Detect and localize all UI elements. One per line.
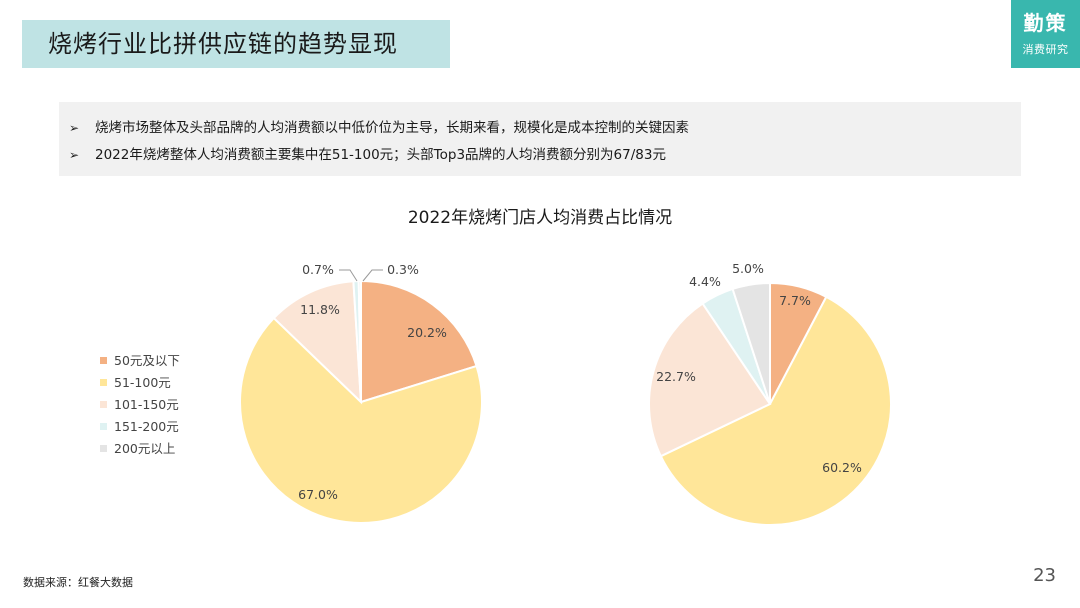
- legend-swatch: [100, 445, 107, 452]
- legend-item: 200元以上: [100, 438, 220, 460]
- chart-legend: 50元及以下 51-100元 101-150元 151-200元 200元以上: [100, 350, 220, 460]
- pie-slice: [648, 302, 772, 458]
- legend-item: 51-100元: [100, 372, 220, 394]
- legend-swatch: [100, 423, 107, 430]
- summary-bullet-2: ➢ 2022年烧烤整体人均消费额主要集中在51-100元；头部Top3品牌的人均消…: [69, 143, 666, 163]
- legend-swatch: [100, 379, 107, 386]
- pie-slice: [357, 279, 362, 403]
- page-number: 23: [1033, 565, 1056, 586]
- slice-data-label: 67.0%: [298, 487, 338, 502]
- slice-data-label: 0.3%: [387, 262, 419, 277]
- summary-bullet-2-text: 2022年烧烤整体人均消费额主要集中在51-100元；头部Top3品牌的人均消费…: [95, 147, 666, 163]
- brand-logo: 勤策 消费研究: [1011, 0, 1080, 68]
- summary-bullet-1: ➢ 烧烤市场整体及头部品牌的人均消费额以中低价位为主导，长期来看，规模化是成本控制…: [69, 116, 689, 136]
- pie-slice: [360, 279, 478, 404]
- pie-slice: [731, 281, 771, 405]
- slice-data-label: 22.7%: [656, 369, 696, 384]
- legend-label: 50元及以下: [114, 353, 180, 368]
- data-source-note: 数据来源：红餐大数据: [23, 576, 133, 589]
- legend-label: 51-100元: [114, 375, 171, 390]
- legend-item: 50元及以下: [100, 350, 220, 372]
- title-banner: 烧烤行业比拼供应链的趋势显现: [22, 20, 450, 68]
- arrow-bullet-icon: ➢: [69, 148, 80, 162]
- slice-data-label: 20.2%: [407, 325, 447, 340]
- slice-data-label: 4.4%: [689, 274, 721, 289]
- arrow-bullet-icon: ➢: [69, 121, 80, 135]
- legend-item: 151-200元: [100, 416, 220, 438]
- pie-slice: [239, 316, 483, 524]
- slice-data-label: 11.8%: [300, 302, 340, 317]
- legend-item: 101-150元: [100, 394, 220, 416]
- pie-chart-2: 7.7% 60.2% 22.7% 4.4% 5.0%: [648, 261, 892, 526]
- label-leader-line: [339, 269, 358, 282]
- legend-label: 200元以上: [114, 441, 176, 456]
- slice-data-label: 0.7%: [302, 262, 334, 277]
- label-leader-line: [362, 269, 383, 282]
- logo-main-text: 勤策: [1023, 11, 1068, 35]
- legend-label: 101-150元: [114, 397, 179, 412]
- slice-data-label: 5.0%: [732, 261, 764, 276]
- logo-sub-text: 消费研究: [1022, 43, 1069, 56]
- legend-label: 151-200元: [114, 419, 179, 434]
- slice-data-label: 60.2%: [822, 460, 862, 475]
- slice-data-label: 7.7%: [779, 293, 811, 308]
- summary-bullet-1-text: 烧烤市场整体及头部品牌的人均消费额以中低价位为主导，长期来看，规模化是成本控制的…: [95, 120, 689, 136]
- page-title: 烧烤行业比拼供应链的趋势显现: [48, 30, 398, 58]
- legend-swatch: [100, 357, 107, 364]
- chart-title: 2022年烧烤门店人均消费占比情况: [407, 208, 673, 228]
- pie-chart-1: 20.2% 67.0% 11.8% 0.7% 0.3%: [239, 262, 483, 524]
- legend-swatch: [100, 401, 107, 408]
- summary-box: ➢ 烧烤市场整体及头部品牌的人均消费额以中低价位为主导，长期来看，规模化是成本控制…: [59, 102, 1021, 176]
- pie-slice: [272, 280, 363, 405]
- pie-slice: [659, 295, 892, 526]
